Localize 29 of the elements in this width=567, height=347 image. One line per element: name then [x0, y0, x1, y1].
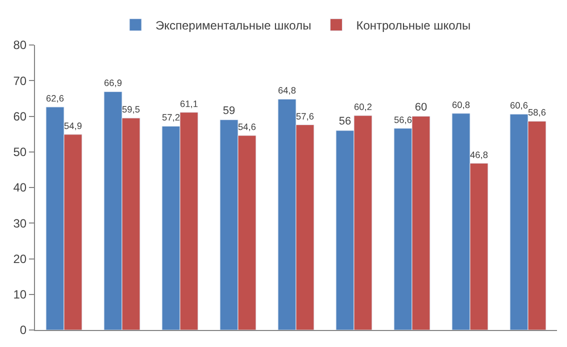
data-label: 60,6 [510, 100, 528, 111]
data-label: 66,9 [104, 78, 122, 88]
legend-label: Контрольные школы [356, 18, 471, 32]
data-label: 57,2 [162, 112, 180, 123]
y-tick-label: 40 [13, 180, 27, 195]
y-tick-label: 0 [20, 323, 27, 338]
data-label: 61,1 [180, 98, 198, 109]
data-label: 59 [222, 104, 236, 117]
data-label: 64,8 [278, 86, 296, 96]
data-label: 46,8 [470, 150, 488, 160]
data-label: 60,2 [354, 102, 372, 112]
data-label: 54,6 [238, 122, 256, 132]
y-tick-label: 70 [13, 74, 27, 88]
y-tick-label: 10 [13, 288, 27, 302]
y-tick-label: 50 [13, 145, 27, 160]
data-label: 60 [414, 101, 428, 114]
data-label: 54,9 [64, 120, 82, 131]
y-tick-label: 60 [13, 109, 27, 124]
y-tick-label: 20 [13, 252, 27, 266]
data-label: 59,5 [122, 104, 140, 115]
data-label: 56,6 [394, 114, 412, 125]
y-tick-label: 80 [13, 38, 27, 52]
data-label: 60,8 [452, 100, 470, 110]
data-label: 62,6 [46, 93, 64, 104]
data-label: 56 [338, 116, 352, 128]
legend-label: Экспериментальные школы [156, 18, 312, 32]
data-label: 57,6 [296, 111, 314, 122]
y-tick-label: 30 [13, 216, 27, 230]
data-label: 58,6 [528, 108, 546, 118]
